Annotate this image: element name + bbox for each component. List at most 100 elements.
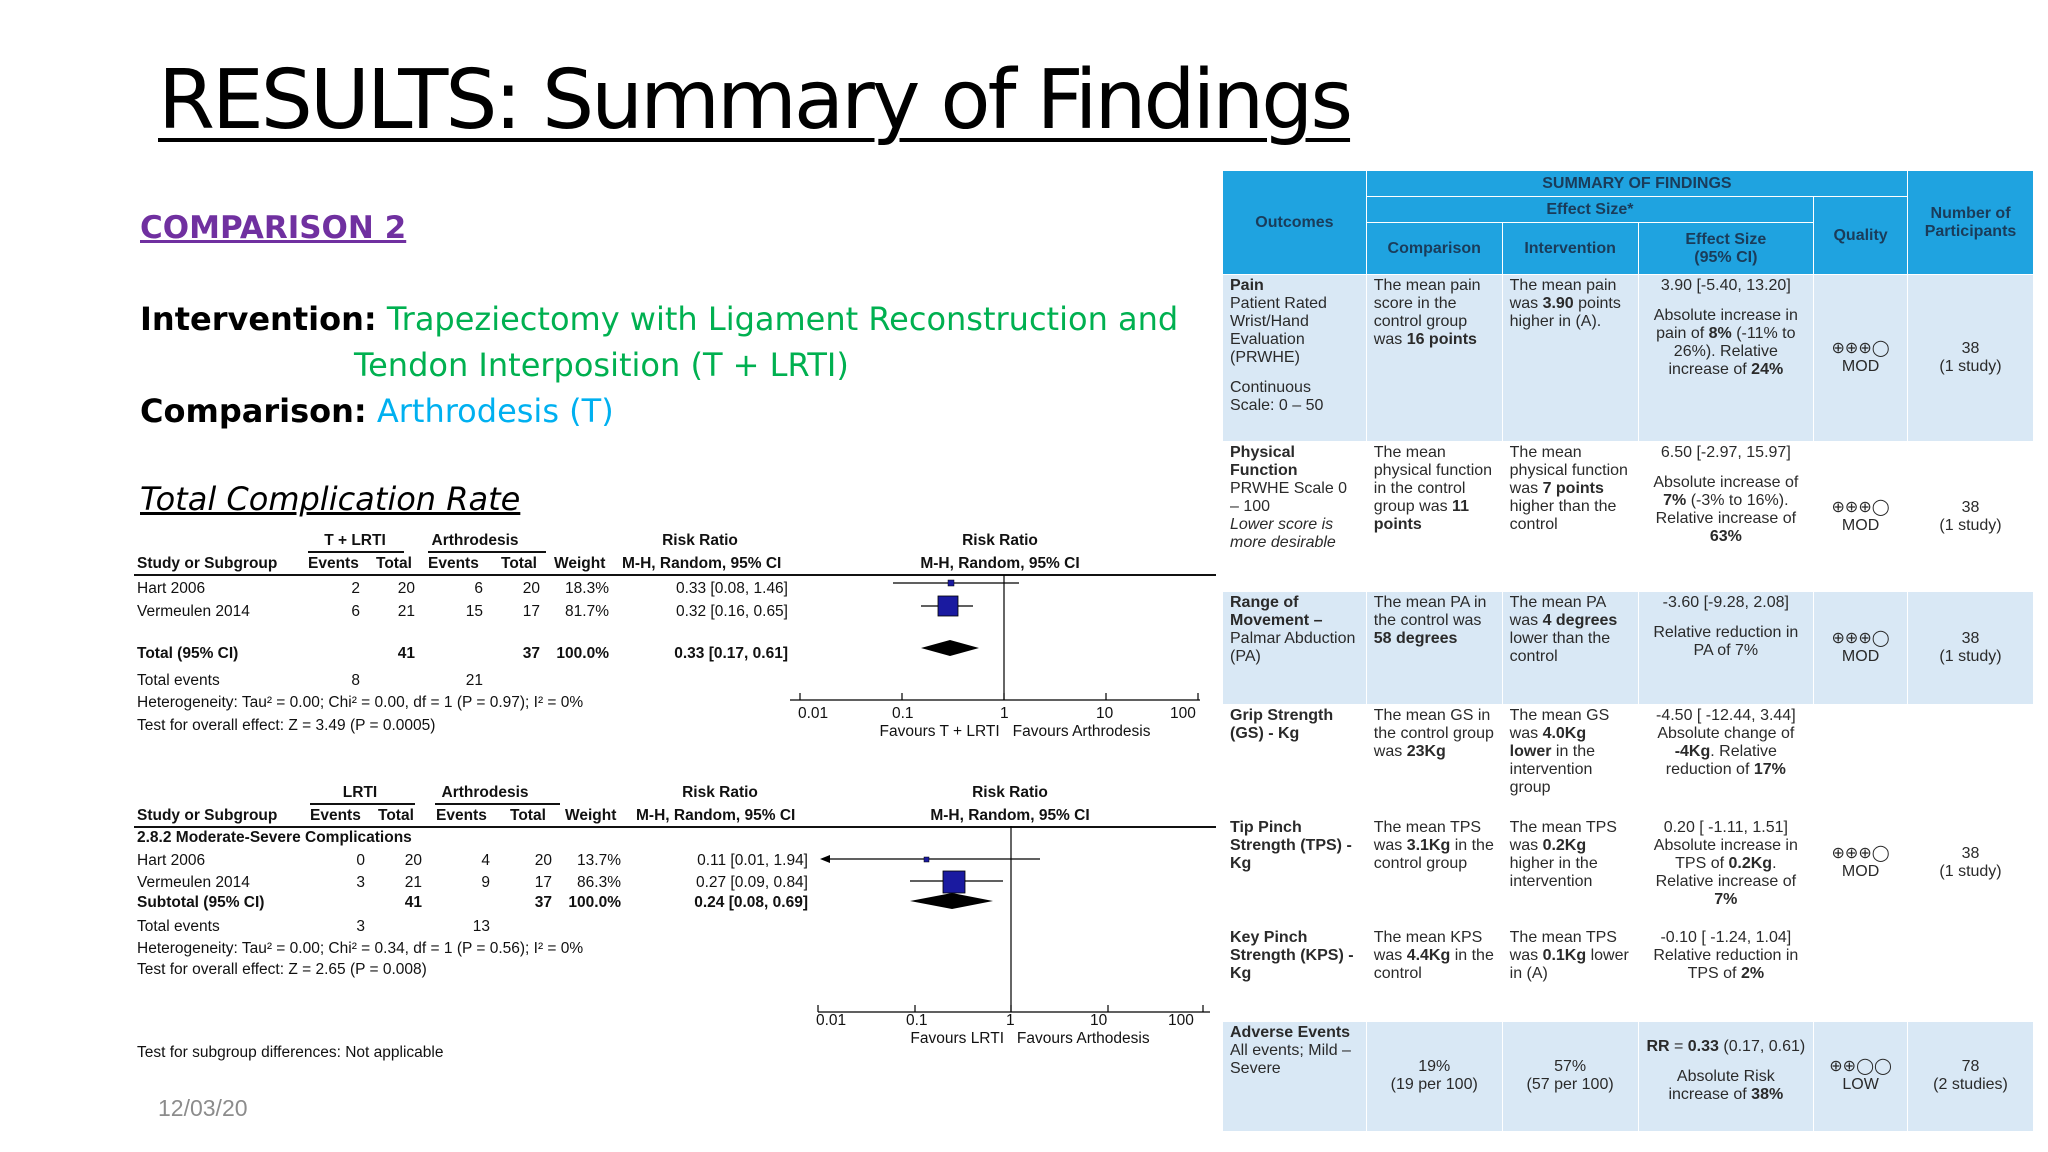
- quality-icon: ⊕⊕⊕◯: [1831, 498, 1890, 516]
- cell-bold: 4.0Kg lower: [1509, 724, 1587, 760]
- participants-cell: 38 (1 study): [1907, 703, 2034, 1022]
- summary-of-findings-table: Outcomes SUMMARY OF FINDINGS Number of P…: [1222, 169, 2034, 1133]
- outcome-name: Adverse Events: [1230, 1023, 1351, 1041]
- total-2: 37: [522, 645, 540, 662]
- row-range-of-movement: Range of Movement – Palmar Abduction (PA…: [1222, 591, 2034, 705]
- group1-header: LRTI: [342, 784, 378, 801]
- cell-text: The mean TPS was: [1509, 818, 1617, 854]
- cell-text: Absolute increase of: [1653, 473, 1799, 491]
- tick-label: 0.1: [906, 1012, 928, 1029]
- risk-ratio: 0.11 [0.01, 1.94]: [697, 852, 808, 869]
- cell-text: (0.17, 0.61): [1718, 1037, 1806, 1055]
- cell-text: The mean pain score in the control group…: [1373, 277, 1481, 349]
- participants-count: 38: [1961, 629, 1980, 647]
- cell-bold: RR: [1646, 1037, 1670, 1055]
- study-name: Hart 2006: [137, 852, 206, 869]
- tick-label: 100: [1170, 705, 1196, 722]
- intervention-line: Intervention: Trapeziectomy with Ligamen…: [140, 300, 1178, 338]
- group1-header: T + LRTI: [324, 532, 386, 549]
- cell-bold: 23Kg: [1406, 742, 1446, 760]
- group2-header: Arthrodesis: [441, 784, 529, 801]
- favours-label: Favours LRTI Favours Arthodesis: [910, 1030, 1150, 1047]
- quality-text: MOD: [1841, 358, 1880, 376]
- intervention-cell: The mean GS was 4.0Kg lower in the inter…: [1501, 703, 1639, 1022]
- cell-text: Absolute increase in TPS of: [1653, 836, 1798, 872]
- total-2: 17: [522, 603, 540, 620]
- slide-date: 12/03/20: [158, 1095, 248, 1121]
- intervention-value-2: Tendon Interposition (T + LRTI): [354, 346, 849, 384]
- cell-text: The mean TPS was: [1373, 818, 1482, 854]
- favours-label: Favours T + LRTI Favours Arthrodesis: [879, 723, 1151, 740]
- cell-bold: 63%: [1709, 527, 1742, 545]
- cell-text: . Relative reduction of: [1665, 742, 1777, 778]
- total-1: 20: [397, 580, 415, 597]
- intervention-cell: 57% (57 per 100): [1501, 1020, 1639, 1133]
- row-strength: Grip Strength (GS) - Kg Tip Pinch Streng…: [1222, 703, 2034, 1022]
- participants-studies: (1 study): [1939, 862, 2002, 880]
- total-1: 20: [404, 852, 422, 869]
- cell-bold: 24%: [1751, 361, 1784, 379]
- outcome-detail: Patient Rated Wrist/Hand Evaluation (PRW…: [1230, 295, 1327, 367]
- outcome-cell: Physical Function PRWHE Scale 0 – 100 Lo…: [1222, 440, 1367, 593]
- overall-effect: Test for overall effect: Z = 3.49 (P = 0…: [137, 717, 436, 734]
- cell-text: The mean GS was: [1509, 706, 1610, 742]
- header-es-line-1: Effect Size: [1685, 230, 1767, 248]
- effect-ci: -3.60 [-9.28, 2.08]: [1662, 594, 1789, 612]
- tick-label: 100: [1168, 1012, 1194, 1029]
- effect-ci: 6.50 [-2.97, 15.97]: [1660, 443, 1791, 461]
- cell-text: (57 per 100): [1526, 1076, 1614, 1094]
- intervention-label: Intervention:: [140, 300, 377, 338]
- total-1: 21: [404, 874, 422, 891]
- cell-bold: 38%: [1751, 1085, 1784, 1103]
- cell-bold: 0.1Kg: [1542, 946, 1587, 964]
- outcome-name: Key Pinch Strength (KPS) - Kg: [1230, 928, 1354, 982]
- forest-graph-1: [790, 575, 1200, 701]
- tick-label: 0.01: [798, 705, 829, 722]
- rr-header: Risk Ratio: [682, 784, 758, 801]
- effect-cell: 6.50 [-2.97, 15.97] Absolute increase of…: [1637, 440, 1815, 593]
- cell-text: The mean physical function in the contro…: [1373, 443, 1493, 515]
- tick-label: 1: [1000, 705, 1009, 722]
- risk-ratio: 0.24 [0.08, 0.69]: [694, 894, 808, 911]
- overall-effect: Test for overall effect: Z = 2.65 (P = 0…: [137, 961, 427, 978]
- cell-bold: 8%: [1708, 325, 1732, 343]
- cell-bold: 3.1Kg: [1406, 836, 1451, 854]
- cell-bold: 0.33: [1687, 1037, 1719, 1055]
- participants-studies: (1 study): [1939, 647, 2002, 665]
- total-events-label: Total events: [137, 918, 220, 935]
- page-title: RESULTS: Summary of Findings: [158, 53, 1353, 148]
- effect-ci: -0.10 [ -1.24, 1.04]: [1660, 928, 1792, 946]
- cell-text: The mean pain was: [1509, 277, 1617, 313]
- rr-header: Risk Ratio: [662, 532, 738, 549]
- outcome-note: Lower score is more desirable: [1230, 515, 1336, 551]
- cell-text: higher in the intervention: [1509, 854, 1598, 890]
- cell-text: The mean KPS was: [1373, 928, 1483, 964]
- tick-label: 1: [1006, 1012, 1015, 1029]
- quality-icon: ⊕⊕⊕◯: [1831, 844, 1890, 862]
- cell-text: The mean GS in the control group was: [1373, 706, 1494, 760]
- total-label: Subtotal (95% CI): [137, 894, 265, 911]
- col-total-1: Total: [378, 807, 414, 824]
- header-intervention: Intervention: [1501, 222, 1639, 276]
- total-events-label: Total events: [137, 672, 220, 689]
- intervention-cell: The mean PA was 4 degrees lower than the…: [1501, 591, 1639, 705]
- effect-cell: -4.50 [ -12.44, 3.44] Absolute change of …: [1637, 703, 1815, 1022]
- col-weight: Weight: [554, 555, 606, 572]
- total-1: 21: [397, 603, 415, 620]
- tick-label: 0.1: [892, 705, 914, 722]
- quality-icon: ⊕⊕⊕◯: [1831, 340, 1890, 358]
- participants-cell: 78 (2 studies): [1907, 1020, 2034, 1133]
- outcome-name: Grip Strength (GS) - Kg: [1230, 706, 1334, 742]
- total-1: 41: [404, 894, 422, 911]
- plot-header: Risk Ratio: [962, 532, 1038, 549]
- cell-text: points higher in (A).: [1509, 295, 1621, 331]
- cell-text: The mean TPS was: [1509, 928, 1617, 964]
- comparison-cell: The mean PA in the control was 58 degree…: [1365, 591, 1503, 705]
- cell-bold: 0.2Kg: [1728, 854, 1773, 872]
- comparison-heading: COMPARISON 2: [140, 210, 407, 246]
- section-title: Total Complication Rate: [140, 480, 521, 518]
- intervention-cell: The mean pain was 3.90 points higher in …: [1501, 274, 1639, 442]
- plot-header: Risk Ratio: [972, 784, 1048, 801]
- col-total-1: Total: [376, 555, 412, 572]
- events-2: 6: [474, 580, 483, 597]
